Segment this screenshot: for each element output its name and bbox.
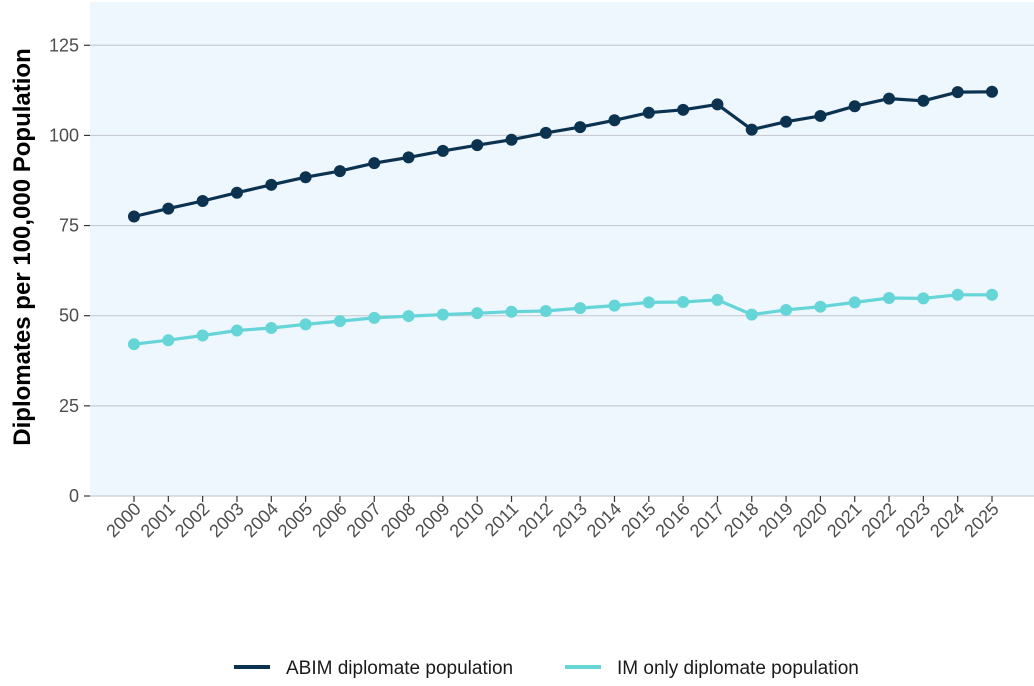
series-2-point-2006 (333, 315, 346, 328)
series-1-point-2012 (539, 126, 552, 139)
x-tick-label-2019: 2019 (754, 499, 796, 541)
x-tick-label-2000: 2000 (102, 499, 144, 541)
series-1-point-2019 (780, 115, 793, 128)
series-1-point-2009 (436, 144, 449, 157)
series-1-point-2006 (333, 165, 346, 178)
series-1-point-2011 (505, 133, 518, 146)
series-1-point-2010 (471, 139, 484, 152)
x-tick-label-2003: 2003 (205, 499, 247, 541)
series-1-point-2005 (299, 171, 312, 184)
series-2-point-2007 (368, 311, 381, 324)
x-tick-label-2016: 2016 (651, 499, 693, 541)
x-tick-label-2022: 2022 (857, 499, 899, 541)
plot-panel-background (90, 2, 1034, 496)
y-tick-label-100: 100 (49, 125, 79, 145)
series-1-point-2022 (883, 92, 896, 105)
series-2-point-2008 (402, 310, 415, 323)
x-tick-label-2012: 2012 (514, 499, 556, 541)
series-1-point-2017 (711, 98, 724, 111)
series-2-point-2025 (986, 288, 998, 301)
y-tick-label-25: 25 (59, 396, 79, 416)
legend-item-1-label: ABIM diplomate population (286, 658, 513, 679)
x-tick-label-2023: 2023 (892, 499, 934, 541)
x-tick-label-2011: 2011 (481, 499, 523, 541)
series-1-point-2015 (642, 106, 655, 119)
x-tick-label-2005: 2005 (274, 499, 316, 541)
series-1-point-2001 (162, 202, 175, 215)
series-2-point-2014 (608, 299, 621, 312)
series-2-point-2021 (848, 296, 861, 309)
series-2-point-2017 (711, 293, 724, 306)
x-tick-label-2007: 2007 (343, 499, 385, 541)
series-1-point-2020 (814, 109, 827, 122)
series-2-point-2002 (196, 329, 209, 342)
series-2-point-2024 (951, 288, 964, 301)
series-2-point-2001 (162, 334, 175, 347)
x-tick-label-2010: 2010 (446, 499, 488, 541)
series-2-point-2010 (471, 307, 484, 320)
x-tick-label-2001: 2001 (137, 499, 179, 541)
series-2-point-2004 (265, 321, 278, 334)
x-tick-label-2008: 2008 (377, 499, 419, 541)
series-layer (128, 85, 998, 351)
series-1-point-2007 (368, 157, 381, 170)
series-1-point-2018 (745, 123, 758, 136)
series-1-point-2003 (230, 186, 243, 199)
series-2-point-2000 (128, 338, 140, 351)
series-1-point-2000 (128, 210, 140, 223)
legend-item-2-label: IM only diplomate population (617, 658, 859, 679)
series-2-point-2016 (677, 296, 690, 309)
y-tick-label-75: 75 (59, 216, 79, 236)
series-1-point-2023 (917, 94, 930, 107)
y-axis-title: Diplomates per 100,000 Population (9, 48, 36, 445)
series-2-point-2005 (299, 318, 312, 331)
series-1-point-2013 (574, 121, 587, 134)
series-1-point-2008 (402, 151, 415, 164)
series-1-point-2025 (986, 85, 998, 98)
series-2-point-2011 (505, 305, 518, 318)
x-tick-label-2013: 2013 (549, 499, 591, 541)
series-1-point-2004 (265, 178, 278, 191)
series-1-point-2024 (951, 86, 964, 99)
x-tick-label-2015: 2015 (617, 499, 659, 541)
x-tick-label-2018: 2018 (720, 499, 762, 541)
series-2-point-2013 (574, 302, 587, 315)
series-1-point-2021 (848, 100, 861, 113)
y-tick-label-0: 0 (69, 486, 79, 506)
series-2-point-2018 (745, 308, 758, 321)
x-tick-label-2014: 2014 (583, 499, 625, 541)
y-tick-label-50: 50 (59, 306, 79, 326)
series-2-point-2020 (814, 300, 827, 313)
series-1-point-2002 (196, 195, 209, 208)
legend: ABIM diplomate population IM only diploma… (234, 658, 859, 679)
series-2-point-2023 (917, 292, 930, 305)
x-tick-label-2021: 2021 (823, 499, 865, 541)
x-tick-label-2020: 2020 (789, 499, 831, 541)
x-tick-label-2025: 2025 (960, 499, 1002, 541)
series-2-point-2019 (780, 303, 793, 316)
series-2-point-2012 (539, 305, 552, 318)
series-2-point-2003 (230, 324, 243, 337)
series-2-point-2015 (642, 296, 655, 309)
series-1-point-2016 (677, 103, 690, 116)
series-1-point-2014 (608, 114, 621, 127)
x-tick-label-2004: 2004 (240, 499, 282, 541)
series-2-point-2009 (436, 308, 449, 321)
x-tick-label-2006: 2006 (308, 499, 350, 541)
x-tick-label-2024: 2024 (926, 499, 968, 541)
x-tick-label-2017: 2017 (686, 499, 728, 541)
gridlines (90, 44, 1034, 497)
x-tick-label-2002: 2002 (171, 499, 213, 541)
series-2-point-2022 (883, 292, 896, 305)
y-tick-label-125: 125 (49, 35, 79, 55)
x-tick-label-2009: 2009 (411, 499, 453, 541)
